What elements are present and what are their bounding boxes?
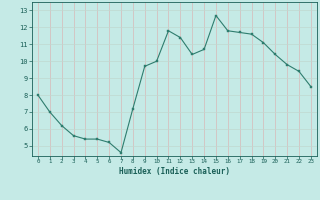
X-axis label: Humidex (Indice chaleur): Humidex (Indice chaleur) [119, 167, 230, 176]
